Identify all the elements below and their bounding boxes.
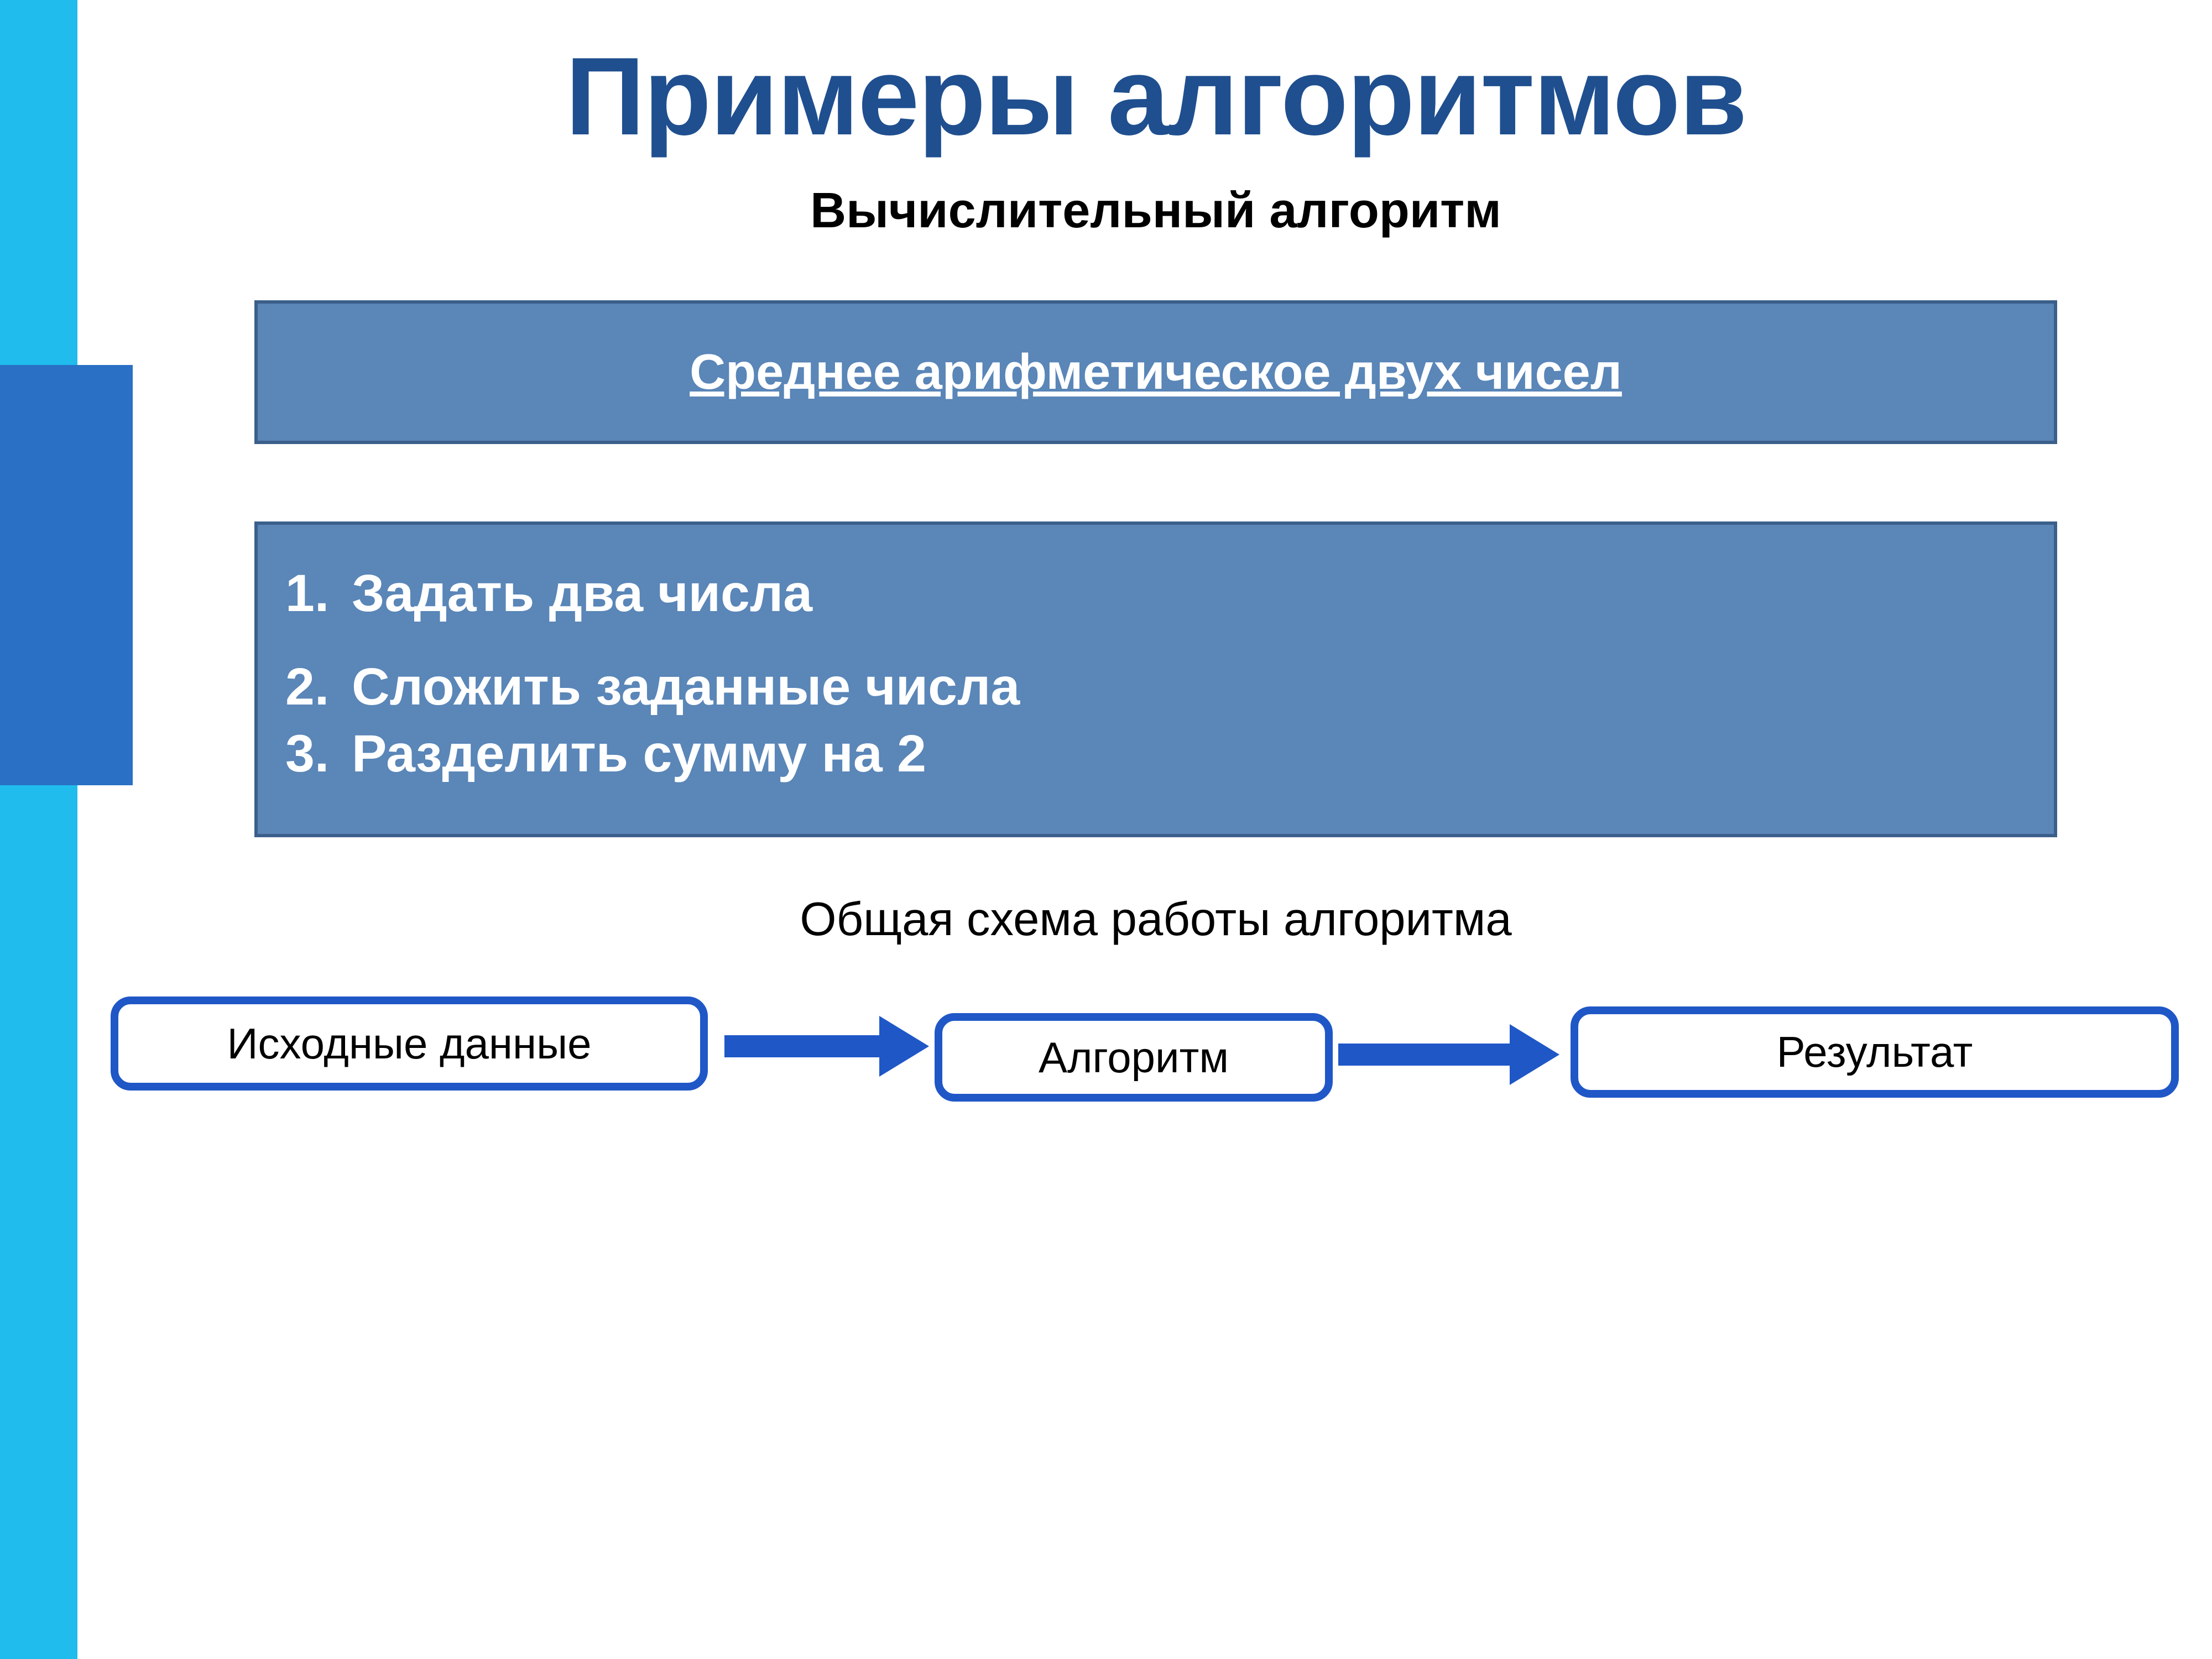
scheme-title: Общая схема работы алгоритма [144,893,2168,947]
task-panel: Среднее арифметическое двух чисел [254,300,2057,444]
step-number: 3. [285,724,352,784]
step-number: 1. [285,564,352,624]
task-panel-title: Среднее арифметическое двух чисел [679,327,1633,418]
flow-node-label: Алгоритм [1039,1032,1229,1083]
flow-node-algo: Алгоритм [935,1013,1333,1102]
step-number: 2. [285,657,352,717]
step-line: 3.Разделить сумму на 2 [285,724,2026,784]
flow-node-label: Результат [1777,1027,1973,1077]
slide-title: Примеры алгоритмов [144,33,2168,160]
flow-node-label: Исходные данные [227,1019,591,1069]
step-text: Разделить сумму на 2 [352,724,926,783]
step-text: Задать два числа [352,564,812,623]
sidebar-stripe-blue [0,365,133,785]
step-line: 1.Задать два числа [285,564,2026,624]
slide-content: Примеры алгоритмов Вычислительный алгори… [144,33,2168,1626]
flow-arrow-icon [724,1010,929,1082]
flow-arrow-icon [1338,1019,1559,1091]
step-line: 2.Сложить заданные числа [285,657,2026,717]
step-text: Сложить заданные числа [352,658,1020,716]
flow-node-input: Исходные данные [111,997,708,1091]
slide-subtitle: Вычислительный алгоритм [144,182,2168,239]
steps-panel: 1.Задать два числа2.Сложить заданные чис… [254,521,2057,837]
flow-node-result: Результат [1571,1006,2179,1098]
sidebar-stripe-cyan [0,0,77,1659]
flow-diagram: Исходные данные Алгоритм Результат [144,997,2168,1107]
